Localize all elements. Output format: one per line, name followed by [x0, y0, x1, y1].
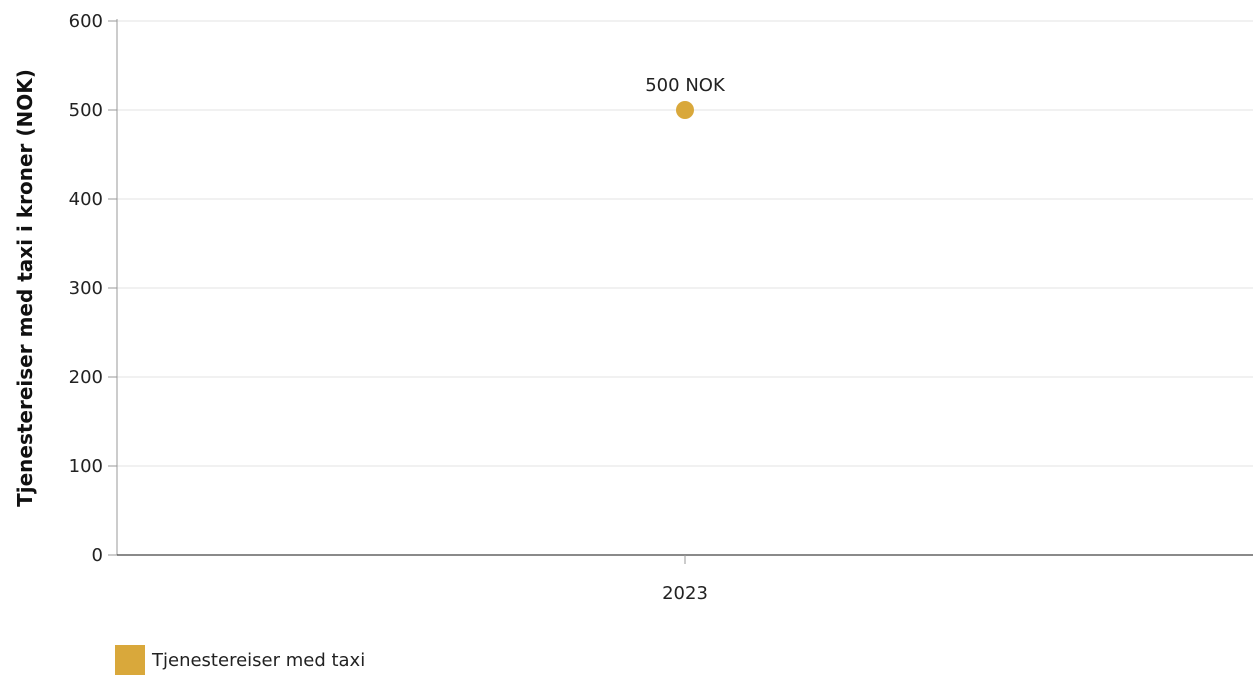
legend-label: Tjenestereiser med taxi: [152, 649, 366, 671]
y-tick-label: 600: [69, 11, 103, 32]
y-tick-label: 300: [69, 278, 103, 299]
y-tick-label: 100: [69, 456, 103, 477]
y-tick-label: 0: [92, 545, 103, 566]
y-tick-label: 400: [69, 189, 103, 210]
chart-svg: 0 100 200 300 400 500 600 Tjenestereiser med ta…: [13, 11, 1253, 604]
legend: Tjenestereiser med taxi: [115, 645, 365, 675]
x-tick-label: 2023: [662, 583, 708, 604]
y-tick-label: 200: [69, 367, 103, 388]
legend-swatch: [115, 645, 145, 675]
data-label: 500 NOK: [645, 75, 726, 96]
data-point: [676, 101, 694, 119]
y-tick-label: 500: [69, 100, 103, 121]
y-axis-title: Tjenestereiser med taxi i kroner (NOK): [13, 69, 37, 507]
